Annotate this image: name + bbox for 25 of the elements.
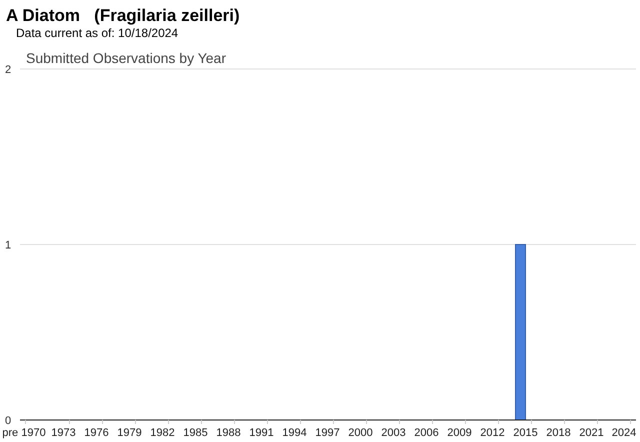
x-tick-label: 1973 bbox=[51, 427, 76, 439]
x-tick-label: 1979 bbox=[117, 427, 142, 439]
x-tick-label: 1976 bbox=[84, 427, 109, 439]
chart-title: A Diatom (Fragilaria zeilleri) bbox=[6, 6, 240, 25]
x-tick-label: 1988 bbox=[216, 427, 241, 439]
x-tick-label: 1994 bbox=[282, 427, 307, 439]
x-tick-label: 1991 bbox=[249, 427, 274, 439]
y-tick-label: 1 bbox=[4, 240, 12, 252]
x-tick-label: 2006 bbox=[414, 427, 439, 439]
chart-subtitle: Data current as of: 10/18/2024 bbox=[16, 26, 178, 40]
x-tick-label: 2003 bbox=[381, 427, 406, 439]
y-tick-label: 2 bbox=[4, 64, 12, 76]
x-tick-label: 1982 bbox=[150, 427, 175, 439]
x-tick-label: 2015 bbox=[513, 427, 538, 439]
y-tick-label: 0 bbox=[4, 415, 12, 427]
x-tick-label: 2021 bbox=[579, 427, 604, 439]
text: Submitted Observations by Year bbox=[26, 50, 226, 66]
x-tick-label: pre 1970 bbox=[2, 427, 46, 439]
x-tick-label: 2012 bbox=[480, 427, 505, 439]
x-tick-label: 2000 bbox=[348, 427, 373, 439]
x-tick-label: 2018 bbox=[546, 427, 571, 439]
x-tick-label: 1985 bbox=[183, 427, 208, 439]
x-tick-label: 2009 bbox=[447, 427, 472, 439]
x-tick-label: 1997 bbox=[315, 427, 340, 439]
x-tick-label: 2024 bbox=[612, 427, 636, 439]
